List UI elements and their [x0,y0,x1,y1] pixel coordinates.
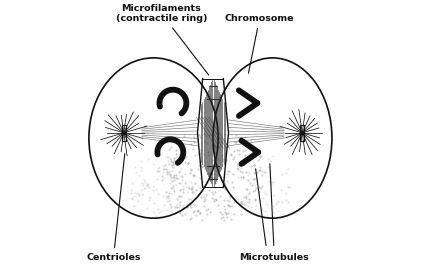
Bar [122,134,126,141]
Text: Centrioles: Centrioles [86,154,141,262]
Text: Chromosome: Chromosome [225,14,294,73]
Bar [300,125,304,132]
Bar [300,134,304,141]
Bar [122,125,126,132]
Text: Microtubules: Microtubules [239,253,308,262]
Text: Microfilaments
(contractile ring): Microfilaments (contractile ring) [115,3,209,75]
